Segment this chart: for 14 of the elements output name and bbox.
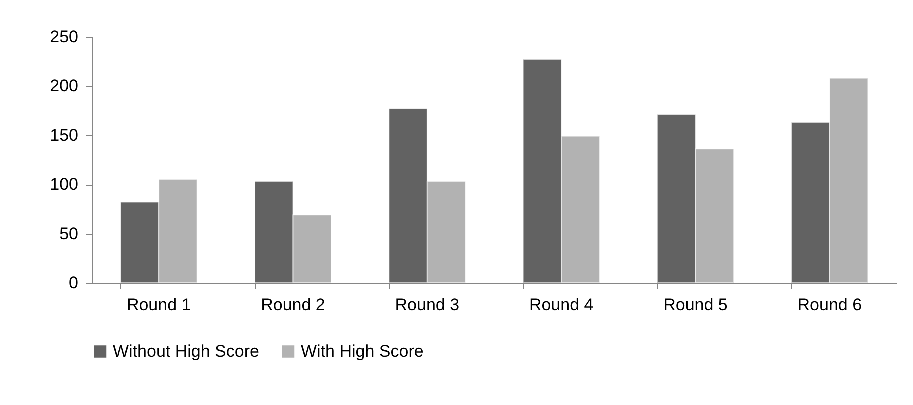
y-tick-label: 0 <box>69 274 78 292</box>
legend-label: Without High Score <box>113 342 260 361</box>
x-tick-label: Round 4 <box>529 296 594 314</box>
y-tick-label: 150 <box>50 126 78 145</box>
x-tick-label: Round 1 <box>126 296 192 314</box>
x-tick-label: Round 6 <box>798 296 862 314</box>
y-tick-label: 250 <box>50 28 78 46</box>
x-tick-label: Round 2 <box>261 296 326 314</box>
legend-label: With High Score <box>301 342 424 361</box>
x-tick-label: Round 3 <box>395 296 460 314</box>
x-tick-label: Round 5 <box>664 296 728 314</box>
y-tick-label: 200 <box>50 76 78 96</box>
y-tick-label: 100 <box>50 175 78 194</box>
y-tick-label: 50 <box>60 224 78 244</box>
